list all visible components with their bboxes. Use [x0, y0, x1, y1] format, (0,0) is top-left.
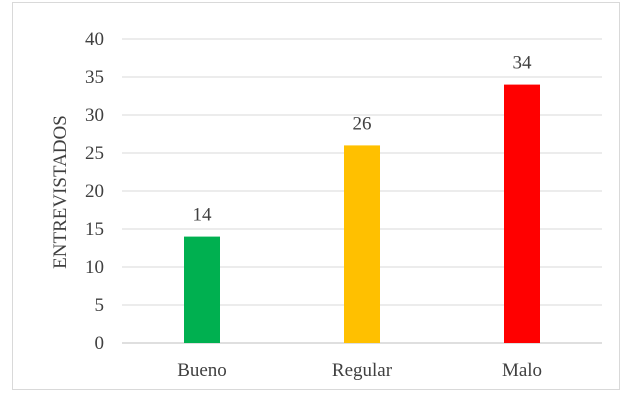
y-tick-labels: 0 5 10 15 20 25 30 35 40: [85, 29, 104, 354]
x-tick-label: Regular: [332, 360, 393, 381]
y-tick-label: 5: [95, 295, 105, 316]
x-tick-label: Malo: [502, 360, 542, 381]
bars: [184, 84, 540, 343]
data-label: 34: [513, 53, 533, 74]
y-tick-label: 40: [85, 29, 104, 50]
y-axis-label: ENTREVISTADOS: [50, 115, 71, 269]
data-label: 14: [193, 205, 213, 226]
bar-regular: [344, 145, 380, 343]
x-tick-labels: Bueno Regular Malo: [177, 360, 542, 381]
y-tick-label: 25: [85, 143, 104, 164]
bar-bueno: [184, 236, 220, 343]
y-tick-label: 20: [85, 181, 104, 202]
data-label: 26: [353, 113, 372, 134]
y-tick-label: 10: [85, 257, 104, 278]
y-tick-label: 35: [85, 67, 104, 88]
y-tick-label: 30: [85, 105, 104, 126]
y-tick-label: 0: [95, 333, 105, 354]
x-tick-label: Bueno: [177, 360, 227, 381]
data-labels: 14 26 34: [193, 53, 533, 226]
bar-malo: [504, 84, 540, 343]
y-tick-label: 15: [85, 219, 104, 240]
